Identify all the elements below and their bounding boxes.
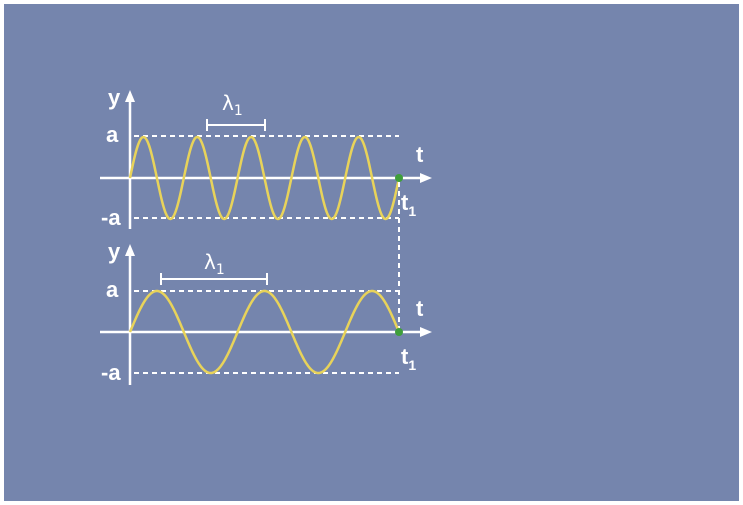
top-sine-wave	[128, 135, 401, 221]
bottom-t1-marker	[395, 328, 403, 336]
bottom-neg-a-label: -a	[101, 360, 121, 385]
top-lambda-label: λ1	[222, 91, 243, 119]
top-y-axis-arrow	[125, 90, 135, 102]
bottom-wavelength-bracket	[160, 273, 268, 285]
bottom-panel: y t a -a λ1 t1	[100, 239, 432, 385]
bottom-a-label: a	[106, 277, 119, 302]
bottom-y-label: y	[108, 239, 121, 264]
top-y-label: y	[108, 85, 121, 110]
bottom-t-label: t	[416, 296, 424, 321]
bottom-lambda-label: λ1	[204, 250, 225, 278]
top-t1-marker	[395, 174, 403, 182]
wave-diagram: y t a -a λ1 t1 y t a -a λ1 t1	[100, 85, 432, 385]
top-t1-label: t1	[401, 190, 416, 219]
top-panel: y t a -a λ1 t1	[100, 85, 432, 230]
bottom-sine-wave	[128, 289, 401, 375]
diagram-canvas: y t a -a λ1 t1 y t a -a λ1 t1	[4, 4, 739, 501]
bottom-y-axis-arrow	[125, 244, 135, 256]
bottom-t1-label: t1	[401, 344, 416, 373]
top-t-label: t	[416, 142, 424, 167]
bottom-t-axis-arrow	[420, 327, 432, 337]
top-t-axis-arrow	[420, 173, 432, 183]
top-neg-a-label: -a	[101, 205, 121, 230]
top-wavelength-bracket	[206, 119, 266, 131]
top-a-label: a	[106, 122, 119, 147]
